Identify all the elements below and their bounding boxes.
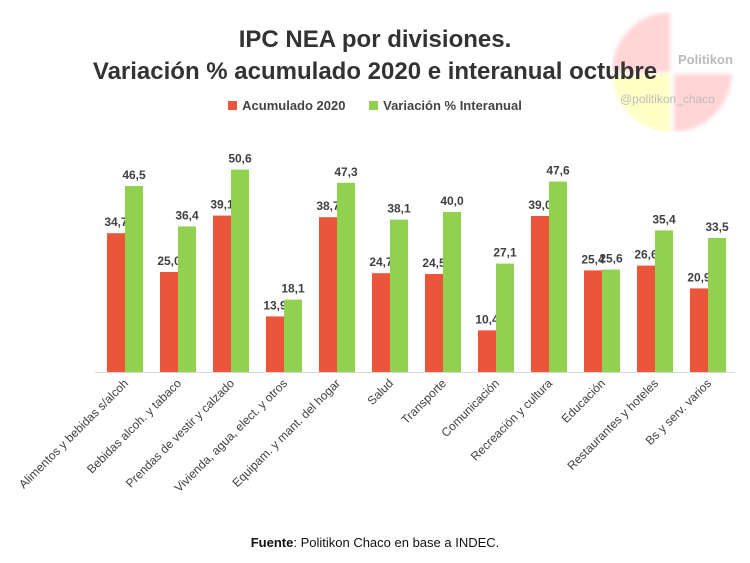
data-label: 27,1 [493,246,517,260]
bar-accumulated [319,217,337,372]
data-label: 38,7 [316,199,340,213]
legend: Acumulado 2020 Variación % Interanual [0,98,750,113]
data-label: 25,0 [157,254,181,268]
source-text: : Politikon Chaco en base a INDEC. [293,535,500,550]
bar-interannual [549,181,567,372]
bar-interannual [708,238,726,372]
legend-swatch [228,101,238,110]
data-label: 25,6 [599,252,623,266]
bar-accumulated [266,316,284,372]
data-label: 35,4 [652,212,676,226]
chart-subtitle: Variación % acumulado 2020 e interanual … [92,58,658,85]
data-label: 47,3 [334,165,358,179]
data-label: 24,7 [369,255,393,269]
x-tick-label: Educación [559,376,609,426]
data-label: 20,9 [687,270,711,284]
bar-accumulated [690,288,708,372]
bar-interannual [337,182,355,372]
data-label: 26,6 [634,248,658,262]
x-tick-label: Prendas de vestir y calzado [123,376,237,490]
data-label: 24,5 [422,256,446,270]
bar-interannual [496,263,514,372]
bar-accumulated [213,215,231,372]
data-label: 34,7 [104,215,128,229]
data-label: 39,0 [528,198,552,212]
data-label: 18,1 [281,282,305,296]
x-tick-label: Transporte [398,376,449,427]
legend-item-interannual: Variación % Interanual [369,98,522,113]
svg-text:@politikon_chaco: @politikon_chaco [620,92,715,106]
bar-accumulated [637,265,655,372]
bar-interannual [231,169,249,372]
data-label: 36,4 [175,208,199,222]
bar-accumulated [478,330,496,372]
source-note: Fuente: Politikon Chaco en base a INDEC. [0,535,750,550]
bar-interannual [655,230,673,372]
chart-title: IPC NEA por divisiones. [238,26,512,53]
bar-interannual [602,269,620,372]
data-label: 33,5 [705,220,729,234]
bar-accumulated [372,273,390,372]
svg-text:Politikon: Politikon [678,52,733,67]
bar-accumulated [425,274,443,372]
bar-interannual [284,299,302,372]
politikon-logo: Politikon @politikon_chaco [612,12,733,132]
data-label: 39,1 [210,198,234,212]
source-label: Fuente [250,535,294,550]
data-label: 13,9 [263,298,287,312]
x-tick-label: Vivienda, agua, elect. y otros [171,376,290,495]
legend-label: Acumulado 2020 [242,98,346,113]
bar-interannual [443,212,461,372]
bar-accumulated [160,272,178,372]
bar-accumulated [107,233,125,372]
legend-swatch [369,101,379,110]
data-label: 10,4 [475,312,499,326]
bar-accumulated [584,270,602,372]
legend-item-accumulated: Acumulado 2020 [228,98,345,113]
x-tick-label: Restaurantes y hoteles [564,376,661,473]
data-label: 38,1 [387,202,411,216]
data-label: 46,5 [122,168,146,182]
data-label: 47,6 [546,164,570,178]
bar-interannual [125,186,143,372]
data-label: 50,6 [228,152,252,166]
x-tick-label: Alimentos y bebidas s/alcoh [16,376,131,491]
bar-chart: 34,7 46,5 Alimentos y bebidas s/alcoh 25,0 3… [16,152,735,495]
bar-interannual [390,219,408,372]
x-tick-label: Equipam. y mant. del hogar [229,376,343,490]
data-label: 25,4 [581,252,605,266]
x-tick-label: Bebidas alcoh. y tabaco [84,376,184,476]
data-label: 40,0 [440,194,464,208]
bar-interannual [178,226,196,372]
bar-accumulated [531,216,549,372]
legend-label: Variación % Interanual [383,98,522,113]
x-tick-label: Salud [365,376,397,408]
